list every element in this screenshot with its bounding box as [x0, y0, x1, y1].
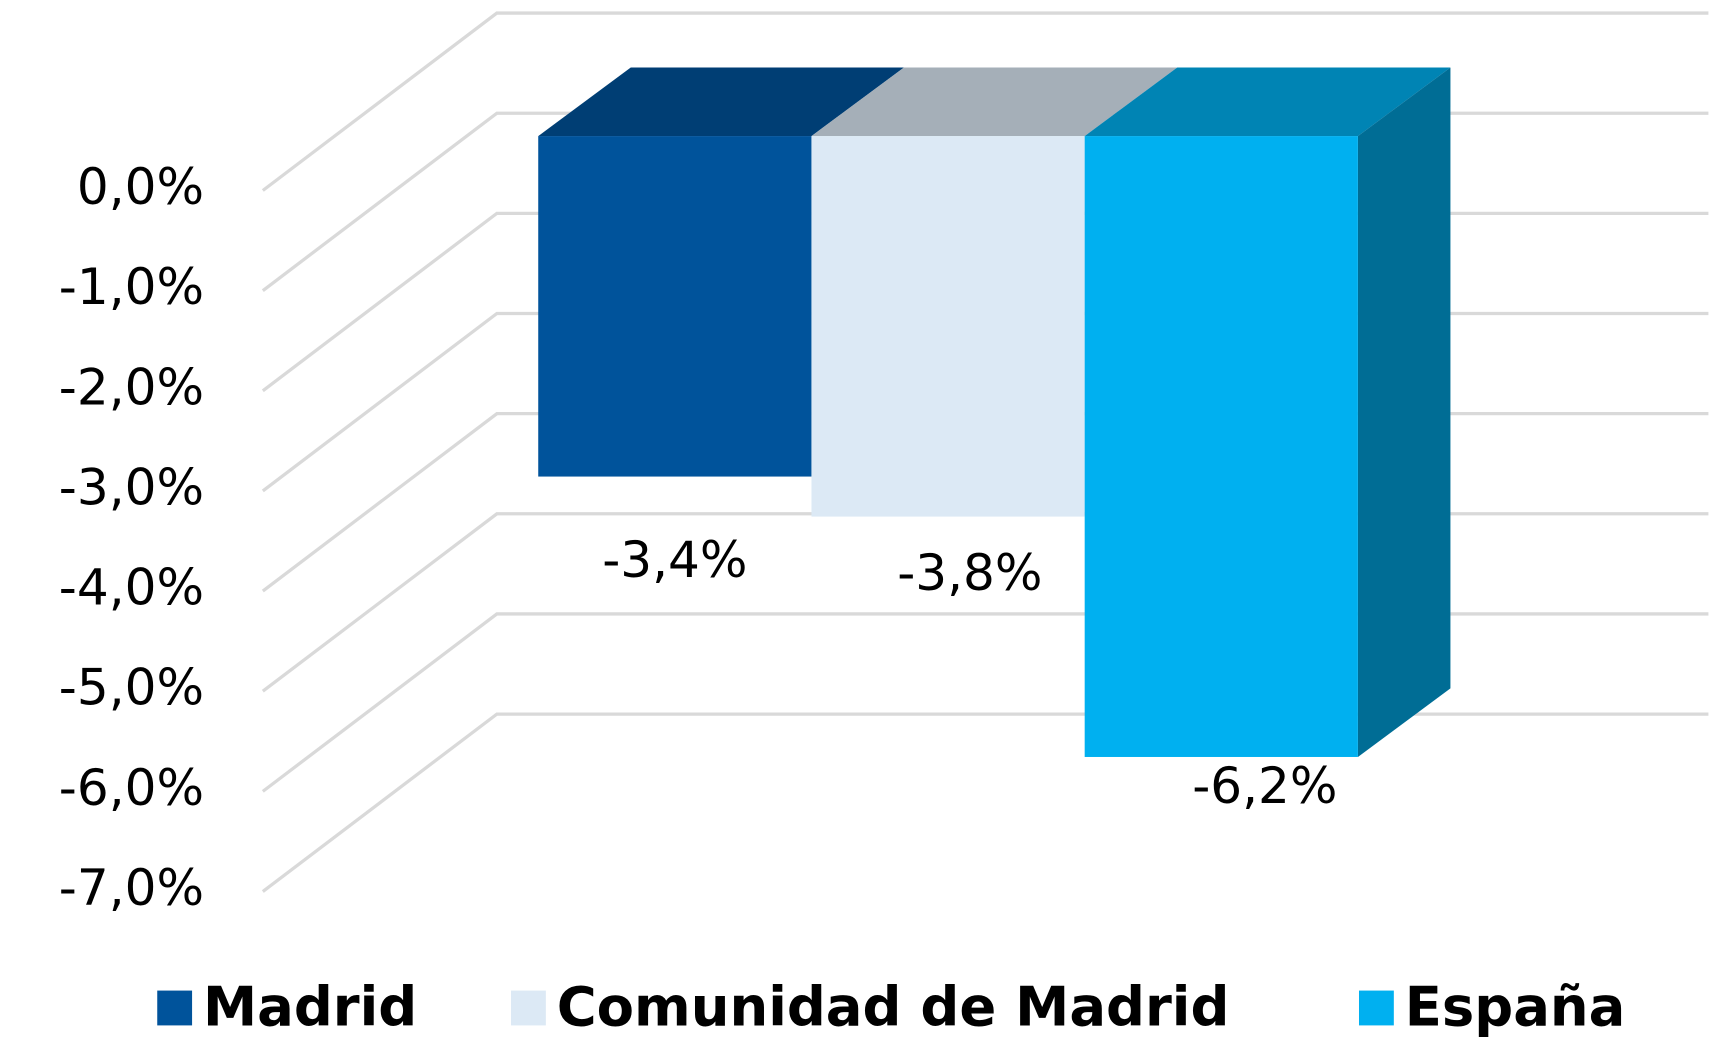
data-label: -6,2%: [1192, 757, 1337, 815]
data-label: -3,8%: [897, 544, 1042, 602]
legend-label: España: [1405, 974, 1626, 1038]
grid-line: [261, 712, 1709, 893]
y-tick-label: -1,0%: [59, 258, 204, 316]
y-tick-label: -4,0%: [59, 559, 204, 617]
y-tick-label: -5,0%: [59, 659, 204, 717]
bar: [538, 136, 812, 477]
y-tick-label: 0,0%: [77, 158, 204, 216]
y-tick-label: -2,0%: [59, 358, 204, 416]
grid-line: [261, 512, 1709, 693]
grid-line: [261, 612, 1709, 793]
y-tick-label: -6,0%: [59, 759, 204, 817]
legend-swatch: [157, 990, 193, 1026]
y-tick-label: -7,0%: [59, 859, 204, 917]
bar-top: [1084, 67, 1451, 137]
bar-top: [538, 67, 904, 137]
bar-top: [811, 67, 1178, 137]
bar: [811, 136, 1085, 517]
grid-line: [261, 11, 1709, 192]
y-tick-label: -3,0%: [59, 458, 204, 516]
data-label: -3,4%: [602, 531, 747, 589]
legend-label: Comunidad de Madrid: [557, 974, 1230, 1038]
legend-label: Madrid: [203, 974, 417, 1038]
legend-swatch: [511, 990, 546, 1026]
bar: [1084, 136, 1358, 757]
legend-swatch: [1358, 990, 1394, 1026]
bar-side: [1357, 67, 1451, 757]
